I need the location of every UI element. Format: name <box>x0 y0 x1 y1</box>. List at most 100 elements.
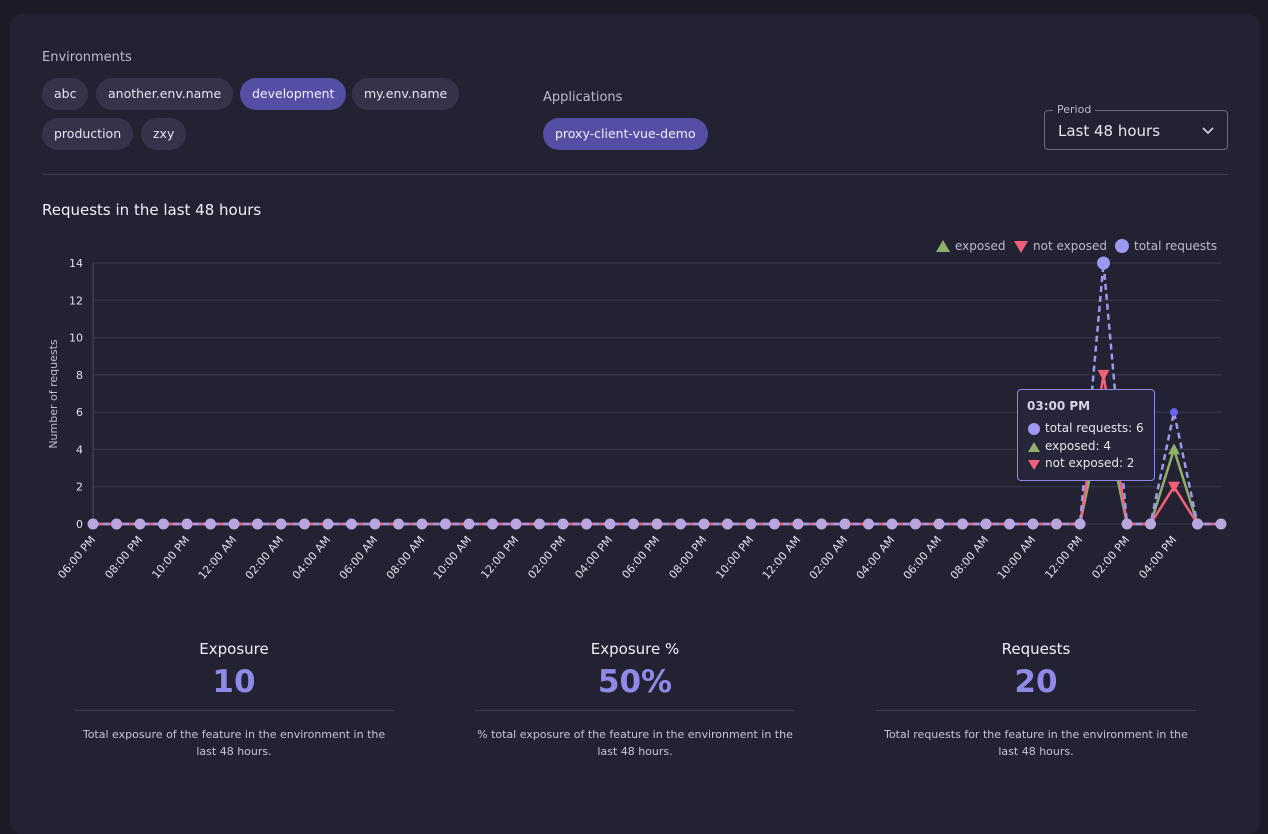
point-total-requests <box>228 518 240 530</box>
point-total-requests <box>111 518 122 530</box>
point-total-requests <box>769 518 780 530</box>
y-tick-label: 2 <box>76 481 83 494</box>
x-tick-label: 04:00 PM <box>572 534 615 582</box>
legend-total-requests: total requests <box>1134 239 1217 253</box>
x-tick-label: 08:00 PM <box>666 534 709 582</box>
point-total-requests <box>205 518 216 530</box>
point-total-requests <box>910 518 921 530</box>
y-tick-label: 0 <box>76 518 83 531</box>
point-total-requests <box>416 518 428 530</box>
point-total-requests <box>839 518 851 530</box>
x-tick-label: 08:00 AM <box>948 534 992 582</box>
x-tick-label: 06:00 AM <box>901 534 945 582</box>
legend-not-exposed: not exposed <box>1033 239 1107 253</box>
env-chip-abc[interactable]: abc <box>42 78 89 110</box>
chart-legend: exposed not exposed total requests <box>936 239 1217 253</box>
point-total-requests <box>581 518 592 530</box>
point-total-requests <box>534 518 545 530</box>
point-not-exposed <box>1168 481 1180 493</box>
legend-exposed: exposed <box>955 239 1005 253</box>
tooltip-exposed: exposed: 4 <box>1045 439 1111 453</box>
circle-icon <box>1028 422 1040 435</box>
stat-title: Requests <box>1001 640 1071 658</box>
env-chip-development[interactable]: development <box>240 78 347 110</box>
triangle-down-icon <box>1014 241 1028 253</box>
point-total-requests <box>510 518 522 530</box>
point-total-requests <box>1074 518 1086 530</box>
point-total-requests <box>604 518 616 530</box>
point-total-requests <box>1004 518 1015 530</box>
x-tick-label: 02:00 PM <box>1089 534 1132 582</box>
chart-tooltip: 03:00 PM total requests: 6 exposed: 4 no… <box>1017 389 1155 481</box>
point-total-requests <box>369 518 381 530</box>
point-total-requests <box>1051 518 1062 530</box>
period-select[interactable]: Period Last 48 hours <box>1044 103 1228 150</box>
tooltip-total: total requests: 6 <box>1045 421 1144 435</box>
triangle-down-icon <box>1028 459 1040 470</box>
point-total-requests <box>1121 518 1133 530</box>
y-tick-label: 12 <box>69 294 83 307</box>
x-tick-label: 04:00 AM <box>854 534 898 582</box>
triangle-up-icon <box>1028 441 1040 452</box>
x-tick-label: 02:00 PM <box>525 534 568 582</box>
x-tick-label: 06:00 PM <box>55 534 98 582</box>
app-chip-proxy-client-vue-demo[interactable]: proxy-client-vue-demo <box>543 118 708 150</box>
point-total-requests <box>275 518 287 530</box>
x-tick-label: 12:00 PM <box>478 534 521 582</box>
point-total-requests <box>1097 256 1110 270</box>
stat-exposure-percent: Exposure % 50% % total exposure of the f… <box>475 640 795 760</box>
stat-description: Total requests for the feature in the en… <box>884 728 1188 758</box>
point-total-requests <box>346 518 357 530</box>
x-tick-label: 12:00 AM <box>760 534 804 582</box>
point-not-exposed <box>1097 369 1110 381</box>
point-total-requests <box>393 518 404 530</box>
point-total-requests <box>628 518 639 530</box>
period-value: Last 48 hours <box>1058 122 1161 140</box>
period-label: Period <box>1053 103 1096 117</box>
circle-icon <box>1115 239 1129 253</box>
point-total-requests <box>863 518 874 530</box>
stat-description: Total exposure of the feature in the env… <box>82 728 386 758</box>
x-tick-label: 10:00 AM <box>431 534 475 582</box>
x-tick-label: 02:00 AM <box>243 534 287 582</box>
env-chip-another-env-name[interactable]: another.env.name <box>96 78 234 110</box>
x-tick-label: 12:00 AM <box>196 534 240 582</box>
point-total-requests <box>1192 518 1203 530</box>
x-tick-label: 08:00 AM <box>384 534 428 582</box>
section-divider <box>42 174 1228 175</box>
triangle-up-icon <box>936 240 950 252</box>
env-chip-zxy[interactable]: zxy <box>141 118 187 150</box>
y-tick-label: 14 <box>69 257 83 270</box>
stat-divider <box>475 710 795 711</box>
point-total-requests <box>557 518 569 530</box>
x-tick-label: 06:00 AM <box>337 534 381 582</box>
point-total-requests <box>87 518 99 530</box>
env-chip-production[interactable]: production <box>42 118 134 150</box>
stat-divider <box>876 710 1196 711</box>
tooltip-exposed-row: exposed: 4 <box>1027 438 1111 454</box>
point-total-requests <box>134 518 146 530</box>
x-tick-label: 10:00 PM <box>713 534 756 582</box>
chevron-down-icon <box>1202 127 1214 135</box>
stat-value: 20 <box>1014 664 1058 700</box>
chart-title: Requests in the last 48 hours <box>42 201 262 219</box>
tooltip-not-exposed: not exposed: 2 <box>1045 456 1135 470</box>
y-tick-label: 8 <box>76 369 83 382</box>
point-total-requests <box>463 518 475 530</box>
y-tick-label: 6 <box>76 406 83 419</box>
point-exposed <box>1168 443 1180 455</box>
x-tick-label: 10:00 AM <box>995 534 1039 582</box>
y-tick-label: 10 <box>69 332 83 345</box>
x-tick-label: 06:00 PM <box>619 534 662 582</box>
y-tick-label: 4 <box>76 443 83 456</box>
tooltip-not-exposed-row: not exposed: 2 <box>1027 455 1134 471</box>
tooltip-time: 03:00 PM <box>1027 399 1091 413</box>
point-total-requests <box>933 518 945 530</box>
stat-exposure: Exposure 10 Total exposure of the featur… <box>74 640 394 760</box>
tooltip-total-row: total requests: 6 <box>1027 420 1144 436</box>
applications-label: Applications <box>543 90 623 105</box>
point-total-requests <box>440 518 451 530</box>
env-chip-my-env-name[interactable]: my.env.name <box>352 78 460 110</box>
stat-title: Exposure <box>199 640 269 658</box>
point-total-requests <box>792 518 804 530</box>
